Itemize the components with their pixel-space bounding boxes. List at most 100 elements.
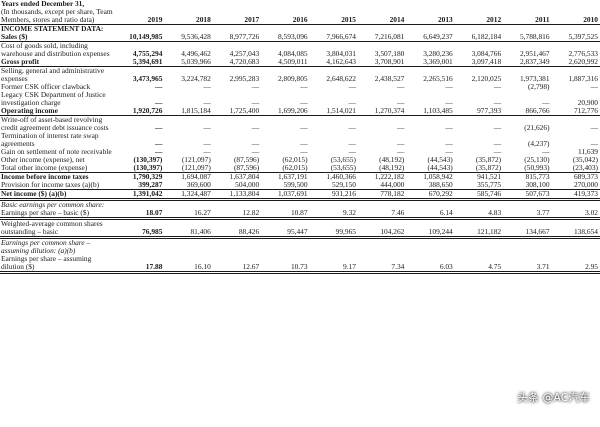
cell-value [310, 200, 358, 210]
cell-value: (62,015) [282, 156, 308, 164]
cell-value: 670,292 [406, 189, 455, 201]
cell-value: 1,637,191 [278, 172, 308, 181]
cell-value: 4,257,043 [229, 49, 260, 58]
row-label: Gross profit [0, 58, 117, 67]
cell-value: 529,150 [309, 181, 358, 190]
cell-value [310, 238, 358, 256]
cell-value: — [493, 148, 502, 156]
table-row: Gross profit 5,394,691 5,039,966 4,720,683 4… [0, 58, 600, 67]
cell-value: 866,766 [503, 107, 552, 116]
row-label: INCOME STATEMENT DATA: [1, 24, 104, 33]
cell-value [455, 200, 503, 210]
cell-value: (130,397) [116, 164, 165, 173]
row-label: Income before income taxes [1, 172, 89, 181]
cell-value [116, 200, 164, 210]
table-row: Earnings per share – assuming dilution (… [0, 255, 600, 274]
cell-value: 3,708,901 [357, 58, 407, 67]
cell-value: 3,097,418 [454, 58, 504, 67]
row-label: Net income ($) (a)(b) [0, 189, 117, 201]
cell-value: — [203, 139, 211, 148]
cell-value: 2,620,992 [551, 58, 600, 67]
row-label: Other income (expense), net [1, 156, 85, 164]
cell-value: (48,192) [379, 156, 405, 164]
cell-value [213, 200, 261, 210]
cell-value: 815,773 [525, 172, 550, 181]
cell-value: 399,287 [116, 181, 165, 190]
cell-value [213, 25, 261, 34]
cell-value: 1,037,691 [261, 189, 310, 201]
cell-value: — [348, 98, 356, 107]
cell-value: 12.82 [212, 209, 262, 220]
cell-value: (53,655) [330, 156, 356, 164]
table-row: Selling, general and administrative expe… [0, 67, 600, 84]
cell-value: 1,815,184 [164, 107, 213, 116]
cell-value: 369,600 [164, 181, 213, 190]
cell-value: (25,130) [524, 156, 550, 164]
cell-value: — [396, 139, 405, 148]
cell-value: 10.73 [261, 255, 310, 274]
cell-value: 121,182 [454, 218, 504, 239]
row-label: Earnings per share – basic ($) [0, 209, 117, 220]
cell-value: 81,406 [164, 218, 213, 239]
cell-value: 1,887,316 [568, 74, 598, 83]
cell-value: — [203, 123, 211, 132]
table-row: Operating income 1,920,726 1,815,184 1,725,… [0, 107, 600, 116]
cell-value [116, 238, 164, 256]
cell-value: 1,222,182 [374, 172, 405, 181]
cell-value: 599,500 [261, 181, 310, 190]
table-row: Total other income (expense) (130,397) (12… [0, 164, 600, 173]
cell-value: — [445, 139, 453, 148]
cell-value [503, 25, 551, 34]
row-label: Provision for income taxes (a)(b) [0, 181, 117, 190]
table-row: Cost of goods sold, including warehouse … [0, 42, 600, 59]
cell-value: 9.32 [309, 209, 358, 220]
table-row: Sales ($) 10,149,985 9,536,428 8,977,726 8,5… [0, 33, 600, 42]
cell-value [358, 200, 406, 210]
cell-value: 8,977,726 [212, 33, 262, 42]
cell-value: — [493, 98, 502, 107]
cell-value [406, 25, 454, 34]
cell-value: 104,262 [357, 218, 407, 239]
cell-value: — [155, 148, 163, 156]
cell-value: — [396, 83, 405, 91]
cell-value: 4,509,011 [261, 58, 310, 67]
row-label: Termination of interest rate swap agreem… [1, 132, 99, 148]
cell-value: 1,790,329 [132, 172, 163, 181]
cell-value [261, 200, 309, 210]
cell-value: (35,042) [572, 156, 598, 164]
cell-value: 1,058,942 [423, 172, 453, 181]
table-row: Net income ($) (a)(b) 1,391,042 1,324,487 1… [0, 189, 600, 201]
cell-value: 9.17 [309, 255, 358, 274]
cell-value: 18.07 [116, 209, 165, 220]
row-label: Selling, general and administrative expe… [1, 66, 105, 83]
cell-value [164, 25, 212, 34]
cell-value: — [155, 123, 163, 132]
cell-value [213, 238, 261, 256]
cell-value: 504,000 [212, 181, 262, 190]
cell-value: 1,391,042 [116, 189, 165, 201]
cell-value: 3.77 [503, 209, 552, 220]
header-period-label: Years ended December 31, [1, 0, 85, 8]
cell-value: 20,900 [577, 98, 598, 107]
cell-value: 4.75 [454, 255, 504, 274]
cell-value: (4,237) [527, 139, 550, 148]
cell-value: — [348, 139, 356, 148]
cell-value: — [203, 148, 211, 156]
row-label: Basic earnings per common share: [1, 200, 105, 209]
cell-value: (50,993) [503, 164, 552, 173]
cell-value [310, 25, 358, 34]
cell-value: 10,149,985 [116, 33, 165, 42]
cell-value: — [251, 139, 260, 148]
year-header: 2013 [406, 0, 455, 25]
cell-value: 5,039,966 [164, 58, 213, 67]
cell-value: 12.67 [212, 255, 262, 274]
cell-value: 6,182,184 [454, 33, 504, 42]
row-label: Operating income [0, 107, 117, 116]
cell-value: 134,667 [503, 218, 552, 239]
table-row: Gain on settlement of note receivable — — —… [0, 148, 600, 156]
cell-value: 4,084,085 [278, 49, 308, 58]
cell-value: — [396, 123, 405, 132]
cell-value: (44,543) [406, 164, 455, 173]
year-header: 2018 [164, 0, 213, 25]
cell-value: — [590, 83, 598, 91]
